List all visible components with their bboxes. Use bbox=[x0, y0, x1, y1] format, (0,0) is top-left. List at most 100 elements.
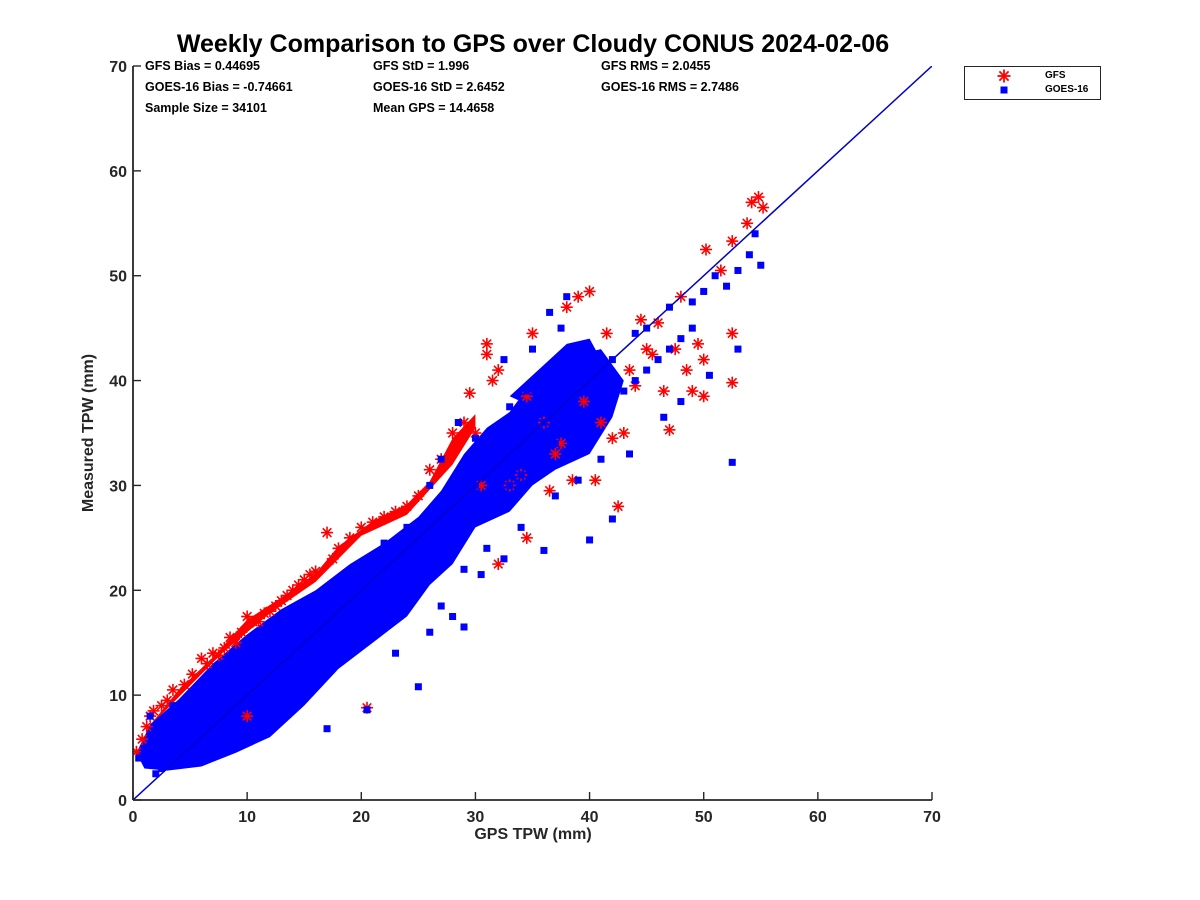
goes16-point bbox=[180, 744, 188, 752]
square-marker-icon bbox=[1000, 86, 1008, 94]
gfs-point bbox=[308, 564, 323, 579]
goes16-point bbox=[255, 639, 263, 647]
goes16-point bbox=[586, 413, 594, 421]
gfs-point bbox=[599, 326, 614, 341]
goes16-point bbox=[631, 329, 639, 337]
stat-goes16-std: GOES-16 StD = 2.6452 bbox=[373, 80, 505, 94]
goes16-point bbox=[403, 523, 411, 531]
gfs-point bbox=[634, 312, 648, 327]
goes16-point bbox=[540, 450, 548, 458]
stat-gfs-bias: GFS Bias = 0.44695 bbox=[145, 59, 261, 73]
goes16-point bbox=[180, 712, 188, 720]
goes16-point bbox=[546, 308, 554, 316]
stat-goes16-bias: GOES-16 Bias = -0.74661 bbox=[145, 80, 293, 94]
gfs-point bbox=[525, 326, 540, 341]
goes16-point bbox=[437, 455, 445, 463]
gfs-point bbox=[166, 683, 180, 697]
goes16-point bbox=[163, 759, 171, 767]
stat-mean-gps: Mean GPS = 14.4658 bbox=[373, 101, 495, 115]
goes16-point bbox=[751, 230, 759, 238]
gfs-point bbox=[594, 415, 608, 430]
goes16-point bbox=[209, 670, 217, 678]
gfs-point bbox=[696, 352, 711, 367]
goes16-point bbox=[563, 429, 571, 437]
goes16-point bbox=[688, 298, 696, 306]
goes16-point bbox=[608, 398, 616, 406]
y-tick-label: 40 bbox=[109, 374, 127, 391]
gfs-point bbox=[582, 284, 597, 299]
gfs-point bbox=[617, 426, 631, 440]
goes16-point bbox=[500, 555, 508, 563]
y-tick-label: 0 bbox=[118, 793, 127, 810]
point-density-cloud bbox=[136, 338, 624, 771]
goes16-point bbox=[300, 654, 308, 662]
goes16-point bbox=[677, 335, 685, 343]
x-tick-label: 70 bbox=[923, 809, 941, 826]
y-tick-label: 60 bbox=[109, 164, 127, 181]
gfs-point bbox=[656, 384, 671, 398]
gfs-point bbox=[699, 242, 713, 257]
x-tick-label: 10 bbox=[238, 809, 256, 826]
goes16-point bbox=[705, 371, 713, 379]
gfs-point bbox=[485, 373, 500, 388]
goes16-point bbox=[460, 623, 468, 631]
gfs-point bbox=[411, 489, 426, 503]
goes16-point bbox=[197, 696, 205, 704]
goes16-point bbox=[220, 717, 228, 725]
goes16-point bbox=[540, 546, 548, 554]
y-tick-label: 30 bbox=[109, 478, 127, 495]
goes16-point bbox=[437, 544, 445, 552]
goes16-point bbox=[403, 576, 411, 584]
legend-label-goes16: GOES-16 bbox=[1045, 84, 1089, 95]
goes16-point bbox=[608, 515, 616, 523]
goes16-point bbox=[494, 492, 502, 500]
x-tick-label: 40 bbox=[581, 809, 599, 826]
goes16-point bbox=[654, 356, 662, 364]
goes16-point bbox=[232, 649, 240, 657]
x-tick-label: 60 bbox=[809, 809, 827, 826]
goes16-point bbox=[506, 481, 514, 489]
goes16-point bbox=[169, 702, 177, 710]
goes16-point bbox=[334, 628, 342, 636]
goes16-point bbox=[506, 403, 514, 411]
goes16-point bbox=[688, 324, 696, 332]
goes16-point bbox=[346, 618, 354, 626]
gfs-point bbox=[744, 195, 759, 210]
goes16-point bbox=[186, 738, 194, 746]
goes16-point bbox=[158, 765, 166, 773]
gfs-point bbox=[234, 625, 249, 640]
goes16-point bbox=[169, 754, 177, 762]
goes16-point bbox=[363, 706, 371, 714]
goes16-point bbox=[597, 408, 605, 416]
gfs-point bbox=[228, 635, 243, 650]
gfs-point bbox=[325, 552, 340, 566]
goes16-point bbox=[700, 287, 708, 295]
goes16-point bbox=[426, 555, 434, 563]
gfs-point bbox=[519, 531, 534, 545]
goes16-point bbox=[563, 293, 571, 301]
gfs-point bbox=[365, 515, 380, 529]
gfs-point bbox=[577, 394, 591, 409]
goes16-point bbox=[426, 481, 434, 489]
legend-item-goes16: GOES-16 bbox=[965, 83, 1102, 97]
gfs-point bbox=[211, 648, 226, 663]
gfs-point bbox=[740, 216, 754, 231]
gfs-point bbox=[662, 423, 677, 437]
goes16-point bbox=[312, 607, 320, 615]
stat-gfs-rms: GFS RMS = 2.0455 bbox=[601, 59, 711, 73]
gfs-point bbox=[611, 499, 625, 514]
x-tick-label: 30 bbox=[467, 809, 485, 826]
goes16-point bbox=[175, 749, 183, 757]
goes16-point bbox=[677, 398, 685, 406]
goes16-density-band-upper bbox=[509, 338, 601, 407]
goes16-point bbox=[277, 675, 285, 683]
one-to-one-line bbox=[133, 66, 932, 800]
goes16-point bbox=[734, 266, 742, 274]
goes16-point bbox=[460, 565, 468, 573]
gfs-point bbox=[622, 363, 637, 377]
goes16-point bbox=[620, 387, 628, 395]
gfs-point bbox=[200, 656, 214, 671]
goes16-point bbox=[745, 251, 753, 259]
goes16-point bbox=[266, 686, 274, 694]
